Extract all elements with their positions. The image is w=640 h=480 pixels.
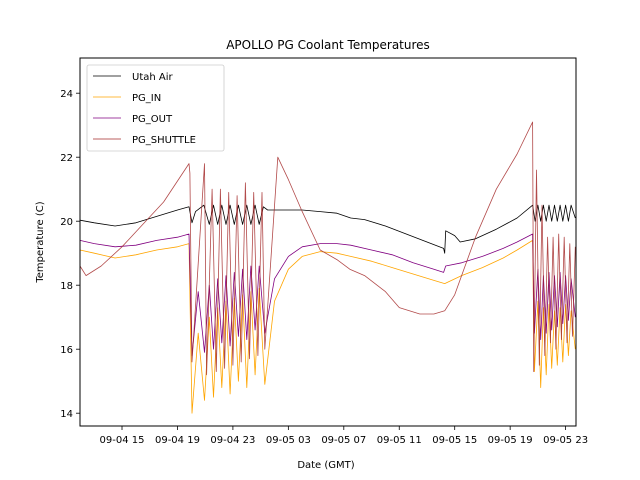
y-axis: 14 16 18 20 22 24 [60,89,80,420]
plot-area [79,121,576,414]
legend-box [86,64,225,152]
series-line-utah-air [79,204,576,254]
legend-label: PG_OUT [132,114,173,125]
legend: Utah Air PG_IN PG_OUT PG_SHUTTLE [86,64,225,152]
x-tick-label: 09-05 07 [321,435,366,446]
x-axis: 09-04 15 09-04 19 09-04 23 09-05 03 09-05 07… [100,426,588,446]
y-tick-label: 22 [60,153,73,164]
x-tick-label: 09-05 15 [432,435,477,446]
legend-label: PG_SHUTTLE [132,135,196,146]
legend-label: PG_IN [132,93,161,104]
x-tick-label: 09-05 03 [266,435,311,446]
y-tick-label: 18 [60,281,73,292]
axes-frame [79,57,577,427]
chart-title: APOLLO PG Coolant Temperatures [226,38,430,52]
x-tick-label: 09-04 23 [210,435,255,446]
x-axis-label: Date (GMT) [297,460,354,471]
legend-label: Utah Air [132,72,174,83]
y-axis-label: Temperature (C) [35,201,46,283]
x-tick-label: 09-05 19 [488,435,533,446]
x-tick-label: 09-05 23 [543,435,588,446]
x-tick-label: 09-05 11 [377,435,422,446]
series-line-pg-shuttle [79,121,576,376]
y-tick-label: 14 [60,409,73,420]
x-tick-label: 09-04 19 [155,435,200,446]
y-tick-label: 20 [60,217,73,228]
y-tick-label: 16 [60,345,73,356]
x-tick-label: 09-04 15 [100,435,145,446]
y-tick-label: 24 [60,89,73,100]
